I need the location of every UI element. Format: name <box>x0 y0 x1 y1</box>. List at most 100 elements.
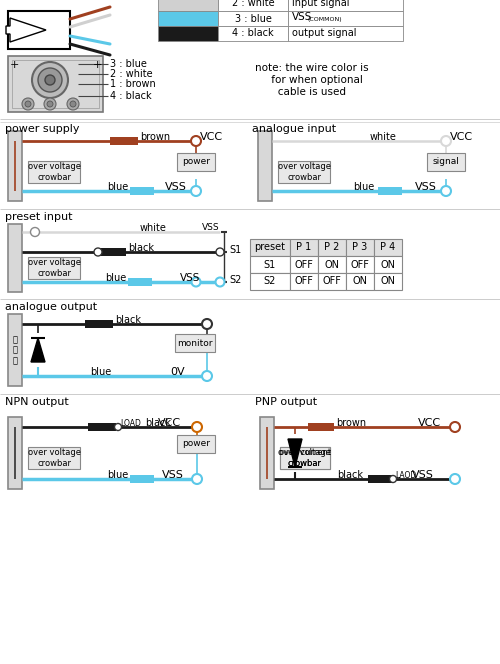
Text: over voltage
crowbar: over voltage crowbar <box>28 258 80 278</box>
Text: +: + <box>10 60 20 70</box>
Text: 1 : brown: 1 : brown <box>110 79 156 89</box>
Text: signal: signal <box>432 157 460 167</box>
Circle shape <box>192 278 200 286</box>
Circle shape <box>441 186 451 196</box>
Bar <box>130 475 154 483</box>
Bar <box>28 161 80 183</box>
Circle shape <box>192 474 202 484</box>
Text: input signal: input signal <box>292 0 350 9</box>
Circle shape <box>202 319 212 329</box>
Text: output signal: output signal <box>292 29 356 39</box>
Text: note: the wire color is
     for when optional
       cable is used: note: the wire color is for when optiona… <box>255 63 368 96</box>
Text: black: black <box>115 315 141 325</box>
Bar <box>130 187 154 195</box>
Bar <box>28 447 80 469</box>
Text: VSS: VSS <box>292 13 312 23</box>
Text: VCC: VCC <box>200 132 223 142</box>
Text: P 2: P 2 <box>324 242 340 252</box>
Text: power supply: power supply <box>5 124 80 134</box>
FancyArrow shape <box>6 18 46 42</box>
Polygon shape <box>288 439 302 467</box>
Text: 0V: 0V <box>170 367 184 377</box>
Text: over voltage
crowbar: over voltage crowbar <box>28 448 80 467</box>
Polygon shape <box>31 338 45 362</box>
Text: NPN output: NPN output <box>5 397 69 407</box>
Text: LOAD: LOAD <box>120 420 141 428</box>
Text: over current
crowbar: over current crowbar <box>279 448 331 467</box>
Bar <box>288 0 403 11</box>
Circle shape <box>191 186 201 196</box>
Bar <box>218 26 288 41</box>
Bar <box>374 239 402 256</box>
Bar <box>318 239 346 256</box>
Bar <box>8 314 22 386</box>
Text: ON: ON <box>380 260 396 270</box>
Text: VSS: VSS <box>415 182 437 192</box>
Text: OFF: OFF <box>294 276 314 286</box>
Bar <box>218 11 288 26</box>
Text: OFF: OFF <box>350 260 370 270</box>
Text: preset input: preset input <box>5 212 72 222</box>
Bar <box>250 256 290 273</box>
Text: PNP output: PNP output <box>255 397 317 407</box>
Text: OFF: OFF <box>294 260 314 270</box>
Text: 主
電
路: 主 電 路 <box>12 335 18 365</box>
Text: black: black <box>337 470 363 480</box>
Bar <box>290 256 318 273</box>
Text: VSS: VSS <box>412 470 434 480</box>
Text: over voltage
crowbar: over voltage crowbar <box>278 162 330 182</box>
Circle shape <box>202 371 212 381</box>
Bar <box>177 153 215 171</box>
Text: ON: ON <box>352 276 368 286</box>
Text: S2: S2 <box>264 276 276 286</box>
Text: over voltage
crowbar: over voltage crowbar <box>278 448 332 467</box>
Bar <box>8 131 22 201</box>
Text: VCC: VCC <box>418 418 441 428</box>
Bar <box>110 137 138 145</box>
Bar <box>368 475 392 483</box>
Bar <box>374 256 402 273</box>
Circle shape <box>44 98 56 110</box>
Bar <box>98 248 126 256</box>
Bar <box>290 239 318 256</box>
Bar <box>175 334 215 352</box>
Bar <box>280 447 330 469</box>
Text: VSS: VSS <box>202 224 220 232</box>
Text: blue: blue <box>353 182 374 192</box>
Bar <box>28 257 80 279</box>
Circle shape <box>94 248 102 256</box>
Text: P 3: P 3 <box>352 242 368 252</box>
Text: analogue input: analogue input <box>252 124 336 134</box>
Text: S1: S1 <box>229 245 241 255</box>
Bar <box>308 423 334 431</box>
Circle shape <box>390 475 396 483</box>
Bar <box>85 320 113 328</box>
Bar <box>346 273 374 290</box>
Text: P 4: P 4 <box>380 242 396 252</box>
Bar <box>378 187 402 195</box>
Text: white: white <box>370 132 397 142</box>
Bar <box>288 26 403 41</box>
Circle shape <box>192 422 202 432</box>
Text: ON: ON <box>324 260 340 270</box>
Bar <box>8 224 22 292</box>
Text: VCC: VCC <box>450 132 473 142</box>
Text: (COMMON): (COMMON) <box>308 17 342 22</box>
Text: S1: S1 <box>264 260 276 270</box>
Circle shape <box>32 62 68 98</box>
Text: blue: blue <box>107 182 128 192</box>
Circle shape <box>216 278 224 286</box>
Text: VCC: VCC <box>158 418 181 428</box>
Circle shape <box>22 98 34 110</box>
Bar <box>374 273 402 290</box>
Text: VSS: VSS <box>162 470 184 480</box>
Text: 3 : blue: 3 : blue <box>110 59 147 69</box>
Bar <box>12 60 99 108</box>
Text: 2 : white: 2 : white <box>110 69 152 79</box>
Bar <box>8 417 22 489</box>
Bar <box>177 435 215 453</box>
Text: blue: blue <box>105 273 126 283</box>
Text: LAOD: LAOD <box>395 471 416 481</box>
Bar <box>427 153 465 171</box>
Text: 4 : black: 4 : black <box>232 29 274 39</box>
